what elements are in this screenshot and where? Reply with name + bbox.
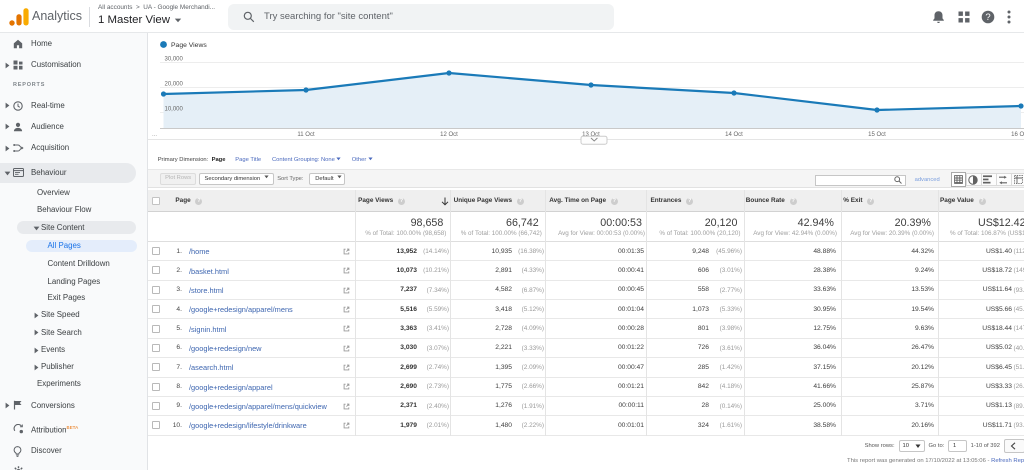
svg-text:30,000: 30,000 [165, 57, 184, 63]
svg-text:?: ? [985, 12, 990, 23]
svg-text:14 Oct: 14 Oct [725, 132, 743, 138]
svg-text:11 Oct: 11 Oct [297, 132, 315, 138]
svg-text:10,000: 10,000 [165, 107, 184, 113]
svg-text:20,000: 20,000 [165, 82, 184, 88]
svg-text:13 Oct: 13 Oct [582, 132, 600, 138]
svg-text:12 Oct: 12 Oct [440, 132, 458, 138]
svg-text:...: ... [152, 132, 157, 138]
svg-text:Page Views: Page Views [171, 42, 207, 49]
svg-text:15 Oct: 15 Oct [868, 132, 886, 138]
svg-text:16 Oct: 16 Oct [1011, 132, 1024, 138]
